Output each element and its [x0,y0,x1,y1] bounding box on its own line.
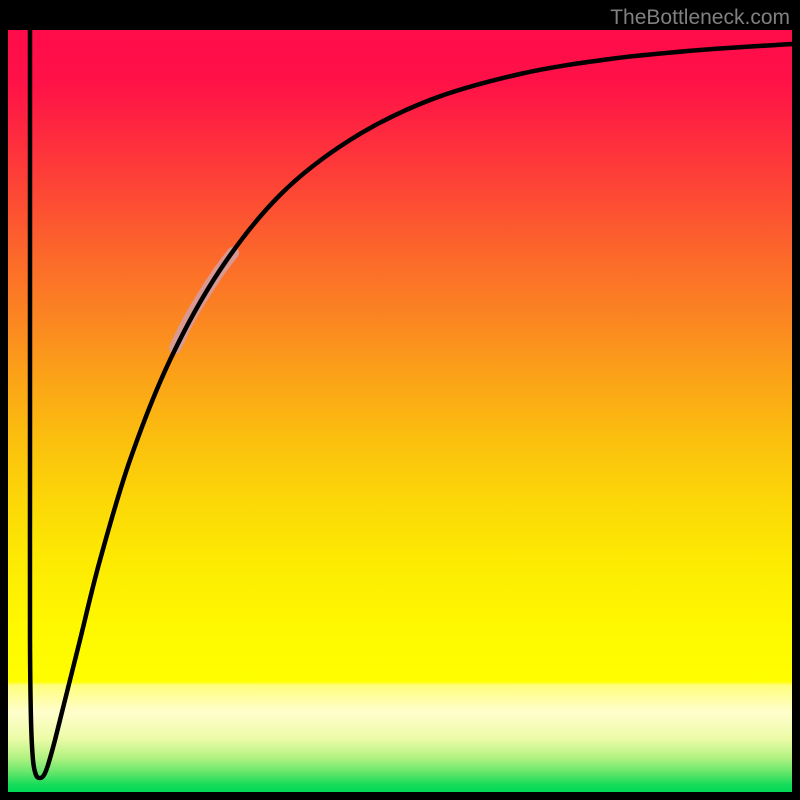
bottleneck-chart [0,0,800,800]
watermark-text: TheBottleneck.com [610,6,790,30]
plot-area-gradient [8,30,792,792]
chart-container: TheBottleneck.com [0,0,800,800]
